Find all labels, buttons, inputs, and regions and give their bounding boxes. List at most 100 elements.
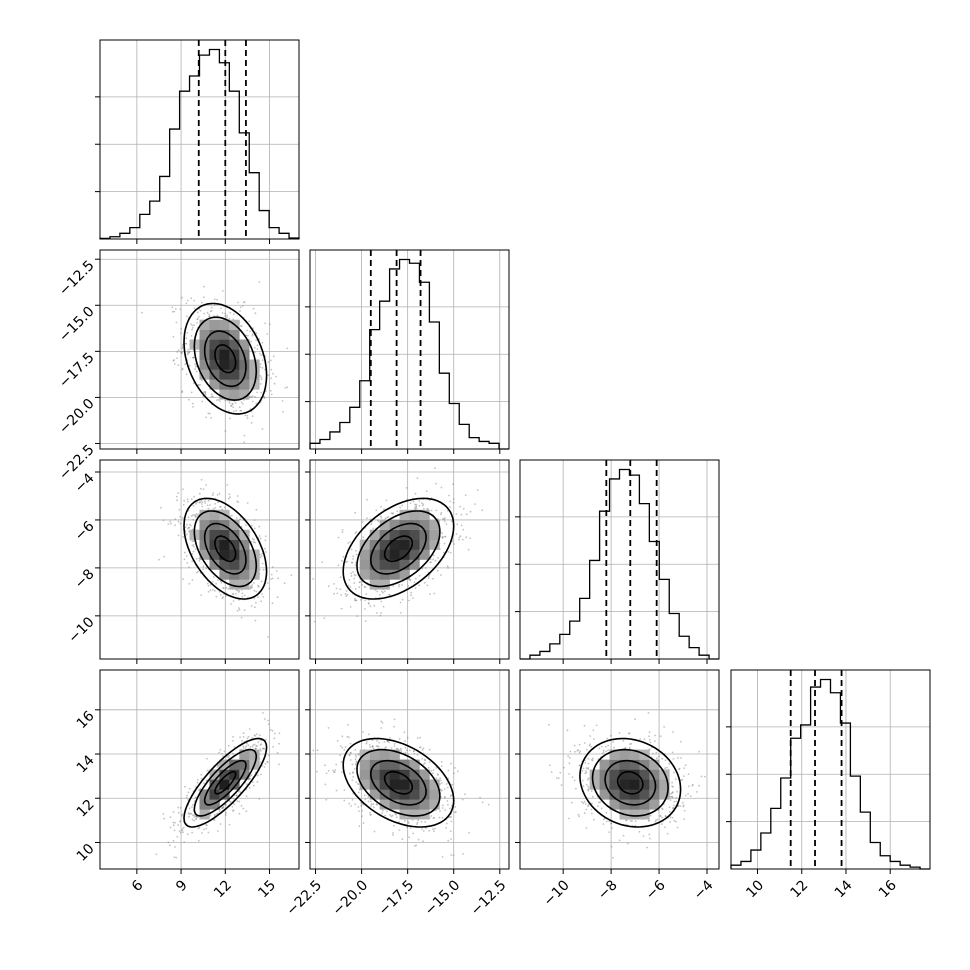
density-cell [209,769,220,780]
scatter-point [664,759,667,762]
density-cell [429,789,440,800]
scatter-point [429,593,431,595]
scatter-point [200,478,203,481]
scatter-point [187,500,189,503]
scatter-point [597,801,600,804]
scatter-point [407,753,410,756]
scatter-point [395,813,397,816]
scatter-point [239,409,242,412]
density-cell [199,789,210,800]
scatter-point [399,747,402,750]
density-cell [649,789,660,800]
scatter-point [209,504,211,506]
scatter-point [200,777,203,780]
scatter-point [180,327,182,330]
scatter-point [584,772,587,775]
xtick-label-0-0: 6 [129,877,147,895]
scatter-point [433,830,435,833]
scatter-point [446,786,449,789]
scatter-point [257,585,260,588]
scatter-point [590,759,593,761]
scatter-point [468,831,470,834]
scatter-point [577,813,580,816]
scatter-point [178,508,181,511]
scatter-point [226,755,228,758]
ytick-label-2-1: −8 [72,566,98,592]
scatter-point [169,816,172,818]
scatter-point [209,589,212,592]
scatter-point [432,577,434,580]
scatter-point [236,800,239,802]
density-cell [389,519,400,530]
scatter-point [407,822,410,824]
scatter-point [349,586,352,589]
scatter-point [671,807,674,810]
scatter-point [239,306,242,309]
scatter-point [654,821,657,823]
scatter-point [181,813,184,816]
scatter-point [585,808,588,811]
pair-0-2-contour-3 [183,497,268,600]
scatter-point [255,402,258,405]
scatter-point [266,333,269,335]
scatter-point [236,609,239,612]
scatter-point [401,598,404,601]
scatter-point [681,778,684,781]
scatter-point [257,741,260,743]
density-cell [379,759,390,770]
scatter-point [181,344,184,346]
scatter-point [352,776,355,778]
scatter-point [179,332,182,334]
density-cell [409,529,420,540]
scatter-point [418,746,421,749]
pair-1-2-contour-0 [383,535,414,563]
scatter-point [414,845,416,847]
scatter-point [185,302,188,305]
scatter-point [187,791,190,794]
scatter-point [372,803,375,806]
scatter-point [668,811,671,813]
density-cell [239,569,250,580]
scatter-point [404,819,406,822]
scatter-point [548,723,550,726]
scatter-point [225,804,228,806]
scatter-point [223,506,226,509]
scatter-point [398,737,401,740]
scatter-point [264,539,267,542]
scatter-point [173,856,176,858]
scatter-point [194,363,196,366]
density-cell [609,759,620,770]
scatter-point [188,530,190,533]
scatter-point [336,592,339,595]
scatter-point [388,593,391,596]
density-cell [619,749,630,760]
scatter-point [252,541,255,544]
scatter-point [229,496,231,499]
scatter-point [380,727,383,729]
scatter-point [249,330,251,333]
density-cell [659,789,670,800]
scatter-point [440,486,443,489]
pair-1-2-contour-3 [342,497,455,600]
density-cell [359,559,370,570]
density-cell [389,799,400,810]
scatter-point [441,532,443,534]
ytick-label-1-4: −12.5 [56,258,98,300]
scatter-point [261,341,264,344]
scatter-point [240,401,243,404]
scatter-point [229,515,232,518]
scatter-point [348,736,350,739]
scatter-point [170,522,172,525]
scatter-point [220,307,222,310]
scatter-point [251,395,254,397]
scatter-point [171,310,174,313]
scatter-point [173,359,175,361]
scatter-point [335,763,338,766]
scatter-point [415,844,418,847]
density-cell [209,519,220,530]
density-cell [249,369,260,380]
scatter-point [225,595,227,597]
scatter-point [444,796,446,799]
scatter-point [187,526,190,529]
